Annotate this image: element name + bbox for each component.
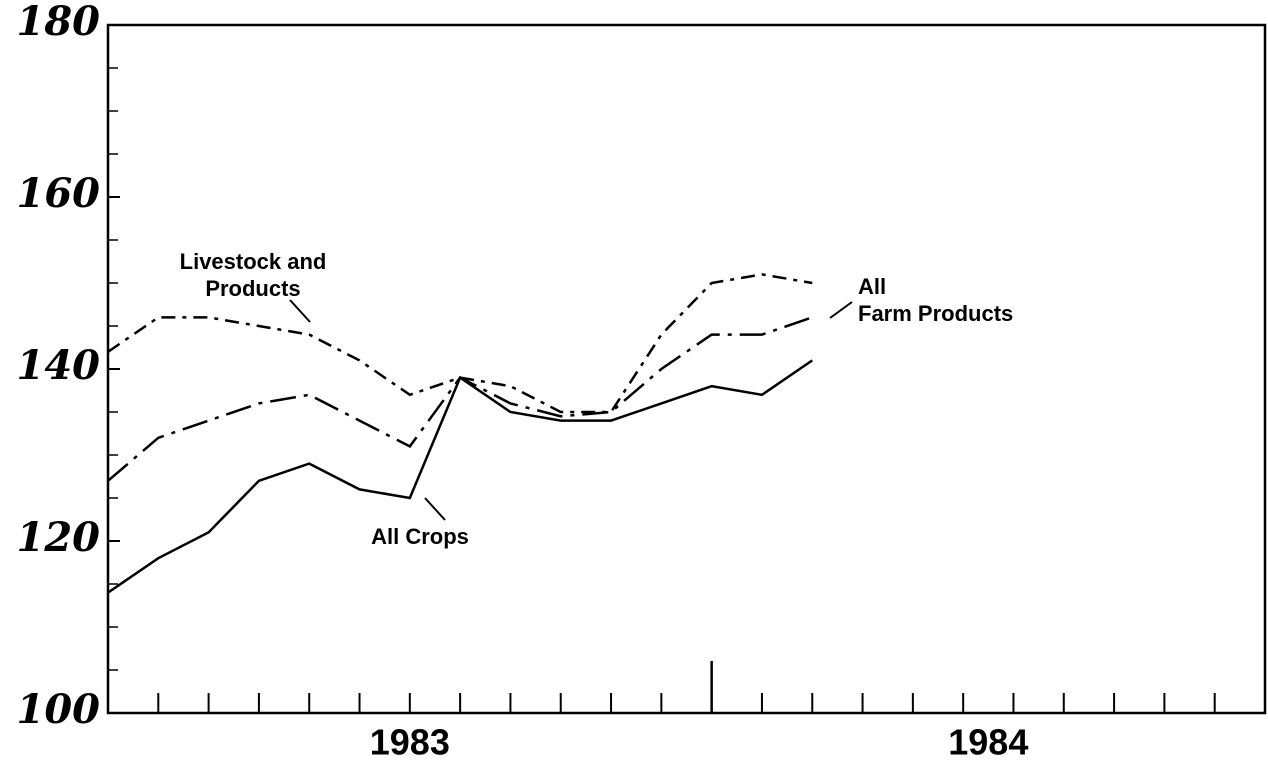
plot-frame [106, 23, 1267, 715]
annotation-leader [829, 301, 853, 319]
x-tick-label: 1983 [370, 722, 450, 763]
annotation: Farm Products [858, 301, 1013, 326]
series-line [107, 273, 813, 414]
x-tick-label: 1984 [948, 722, 1028, 763]
y-tick-label: 140 [17, 342, 101, 389]
y-tick-label: 100 [17, 686, 101, 733]
annotation: Products [205, 276, 300, 301]
series-line [107, 316, 813, 482]
y-tick-label: 120 [17, 514, 101, 561]
annotation-leader [289, 299, 311, 323]
annotation: Livestock and [180, 249, 327, 274]
series-line [107, 359, 813, 594]
annotation: All [858, 274, 886, 299]
annotation: All Crops [371, 524, 469, 549]
y-tick-label: 180 [17, 0, 101, 45]
y-tick-label: 160 [17, 170, 101, 217]
annotation-leader [424, 497, 446, 521]
